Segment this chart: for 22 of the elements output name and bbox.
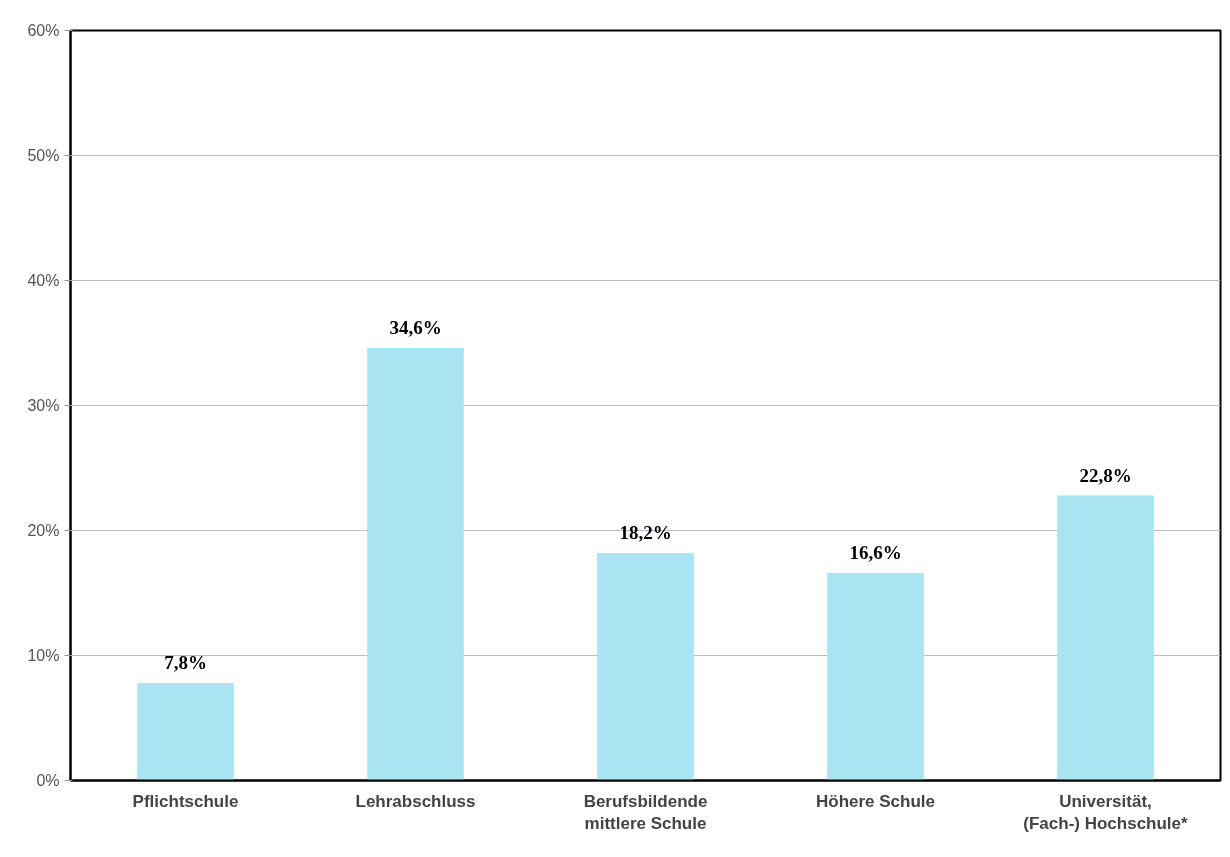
bar — [597, 553, 694, 781]
data-label: 16,6% — [849, 542, 902, 563]
x-tick-label: Pflichtschule — [132, 791, 239, 811]
data-label: 34,6% — [389, 317, 442, 338]
data-label: 18,2% — [619, 522, 672, 543]
y-tick-label: 50% — [27, 147, 60, 164]
data-label: 22,8% — [1079, 464, 1132, 486]
y-tick-label: 0% — [36, 772, 60, 789]
bar — [367, 348, 464, 781]
x-tick-label: Lehrabschluss — [355, 791, 476, 811]
y-tick-label: 40% — [27, 272, 60, 289]
bar — [827, 573, 924, 781]
data-label: 7,8% — [164, 652, 207, 673]
y-tick-label: 60% — [27, 22, 60, 39]
bar — [137, 683, 234, 781]
y-tick-label: 10% — [27, 647, 60, 664]
bar — [1057, 495, 1154, 781]
y-tick-label: 30% — [27, 397, 60, 414]
x-tick-label: Universität, (Fach-) Hochschule* — [1023, 791, 1189, 834]
x-tick-label: Höhere Schule — [815, 791, 936, 811]
x-tick-label: Berufsbildende mittlere Schule — [583, 791, 708, 834]
y-tick-label: 20% — [27, 522, 60, 539]
